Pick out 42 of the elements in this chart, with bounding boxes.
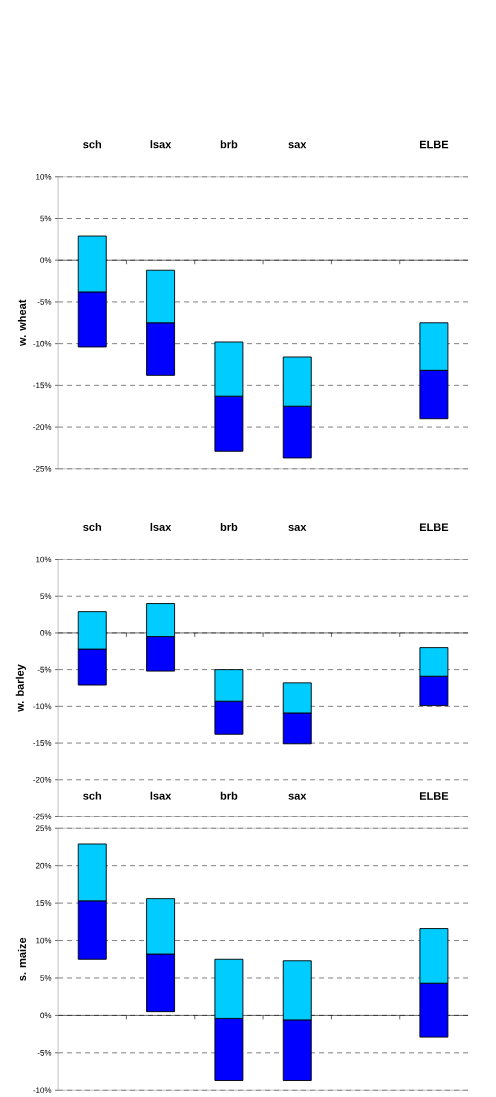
y-tick-label: -5% bbox=[37, 299, 52, 305]
x-tick-label: sax bbox=[288, 793, 307, 800]
y-tick-label: -20% bbox=[33, 424, 52, 430]
y-tick-label: -20% bbox=[33, 776, 52, 783]
x-tick-label: brb bbox=[220, 791, 238, 800]
x-tick-label: sax bbox=[288, 524, 307, 531]
y-tick-label: 20% bbox=[35, 862, 52, 869]
x-tick-label: ELBE bbox=[419, 140, 449, 149]
y-tick-label: 0% bbox=[40, 630, 52, 636]
x-tick-label: sch bbox=[83, 791, 102, 800]
y-axis-title: s. maize bbox=[17, 937, 27, 981]
x-tick-label: sax bbox=[288, 142, 307, 149]
y-tick-label: -5% bbox=[37, 666, 52, 673]
y-tick-label: 10% bbox=[36, 556, 52, 563]
y-tick-label: -10% bbox=[33, 703, 52, 710]
y-tick-label: 0% bbox=[40, 257, 52, 264]
y-tick-label: 10% bbox=[36, 173, 52, 180]
y-tick-label: -25% bbox=[33, 813, 52, 820]
x-tick-label: ELBE bbox=[419, 792, 449, 800]
y-tick-label: 5% bbox=[40, 215, 52, 222]
x-tick-label: sch bbox=[83, 140, 102, 149]
y-tick-label: 5% bbox=[40, 593, 52, 600]
x-tick-label: lsax bbox=[150, 791, 172, 800]
y-tick-label: -10% bbox=[33, 1087, 52, 1094]
y-tick-label: -15% bbox=[33, 382, 52, 389]
y-tick-label: 15% bbox=[36, 900, 52, 906]
y-axis-title: w. wheat bbox=[17, 299, 27, 347]
y-tick-label: -5% bbox=[37, 1050, 52, 1056]
x-tick-label: brb bbox=[220, 522, 238, 531]
y-tick-label: 5% bbox=[40, 975, 52, 981]
x-tick-label: ELBE bbox=[419, 523, 449, 531]
y-tick-label: 25% bbox=[35, 825, 52, 832]
y-tick-label: 0% bbox=[40, 1012, 52, 1019]
x-tick-label: lsax bbox=[150, 140, 172, 149]
y-axis-title: w. barley bbox=[15, 664, 26, 712]
y-tick-label: -15% bbox=[33, 740, 52, 746]
y-tick-label: -10% bbox=[33, 340, 52, 347]
x-tick-label: sch bbox=[83, 522, 102, 531]
x-tick-label: lsax bbox=[150, 522, 172, 531]
y-tick-label: 10% bbox=[36, 937, 52, 944]
y-tick-label: -25% bbox=[33, 465, 52, 472]
x-tick-label: brb bbox=[220, 140, 238, 149]
